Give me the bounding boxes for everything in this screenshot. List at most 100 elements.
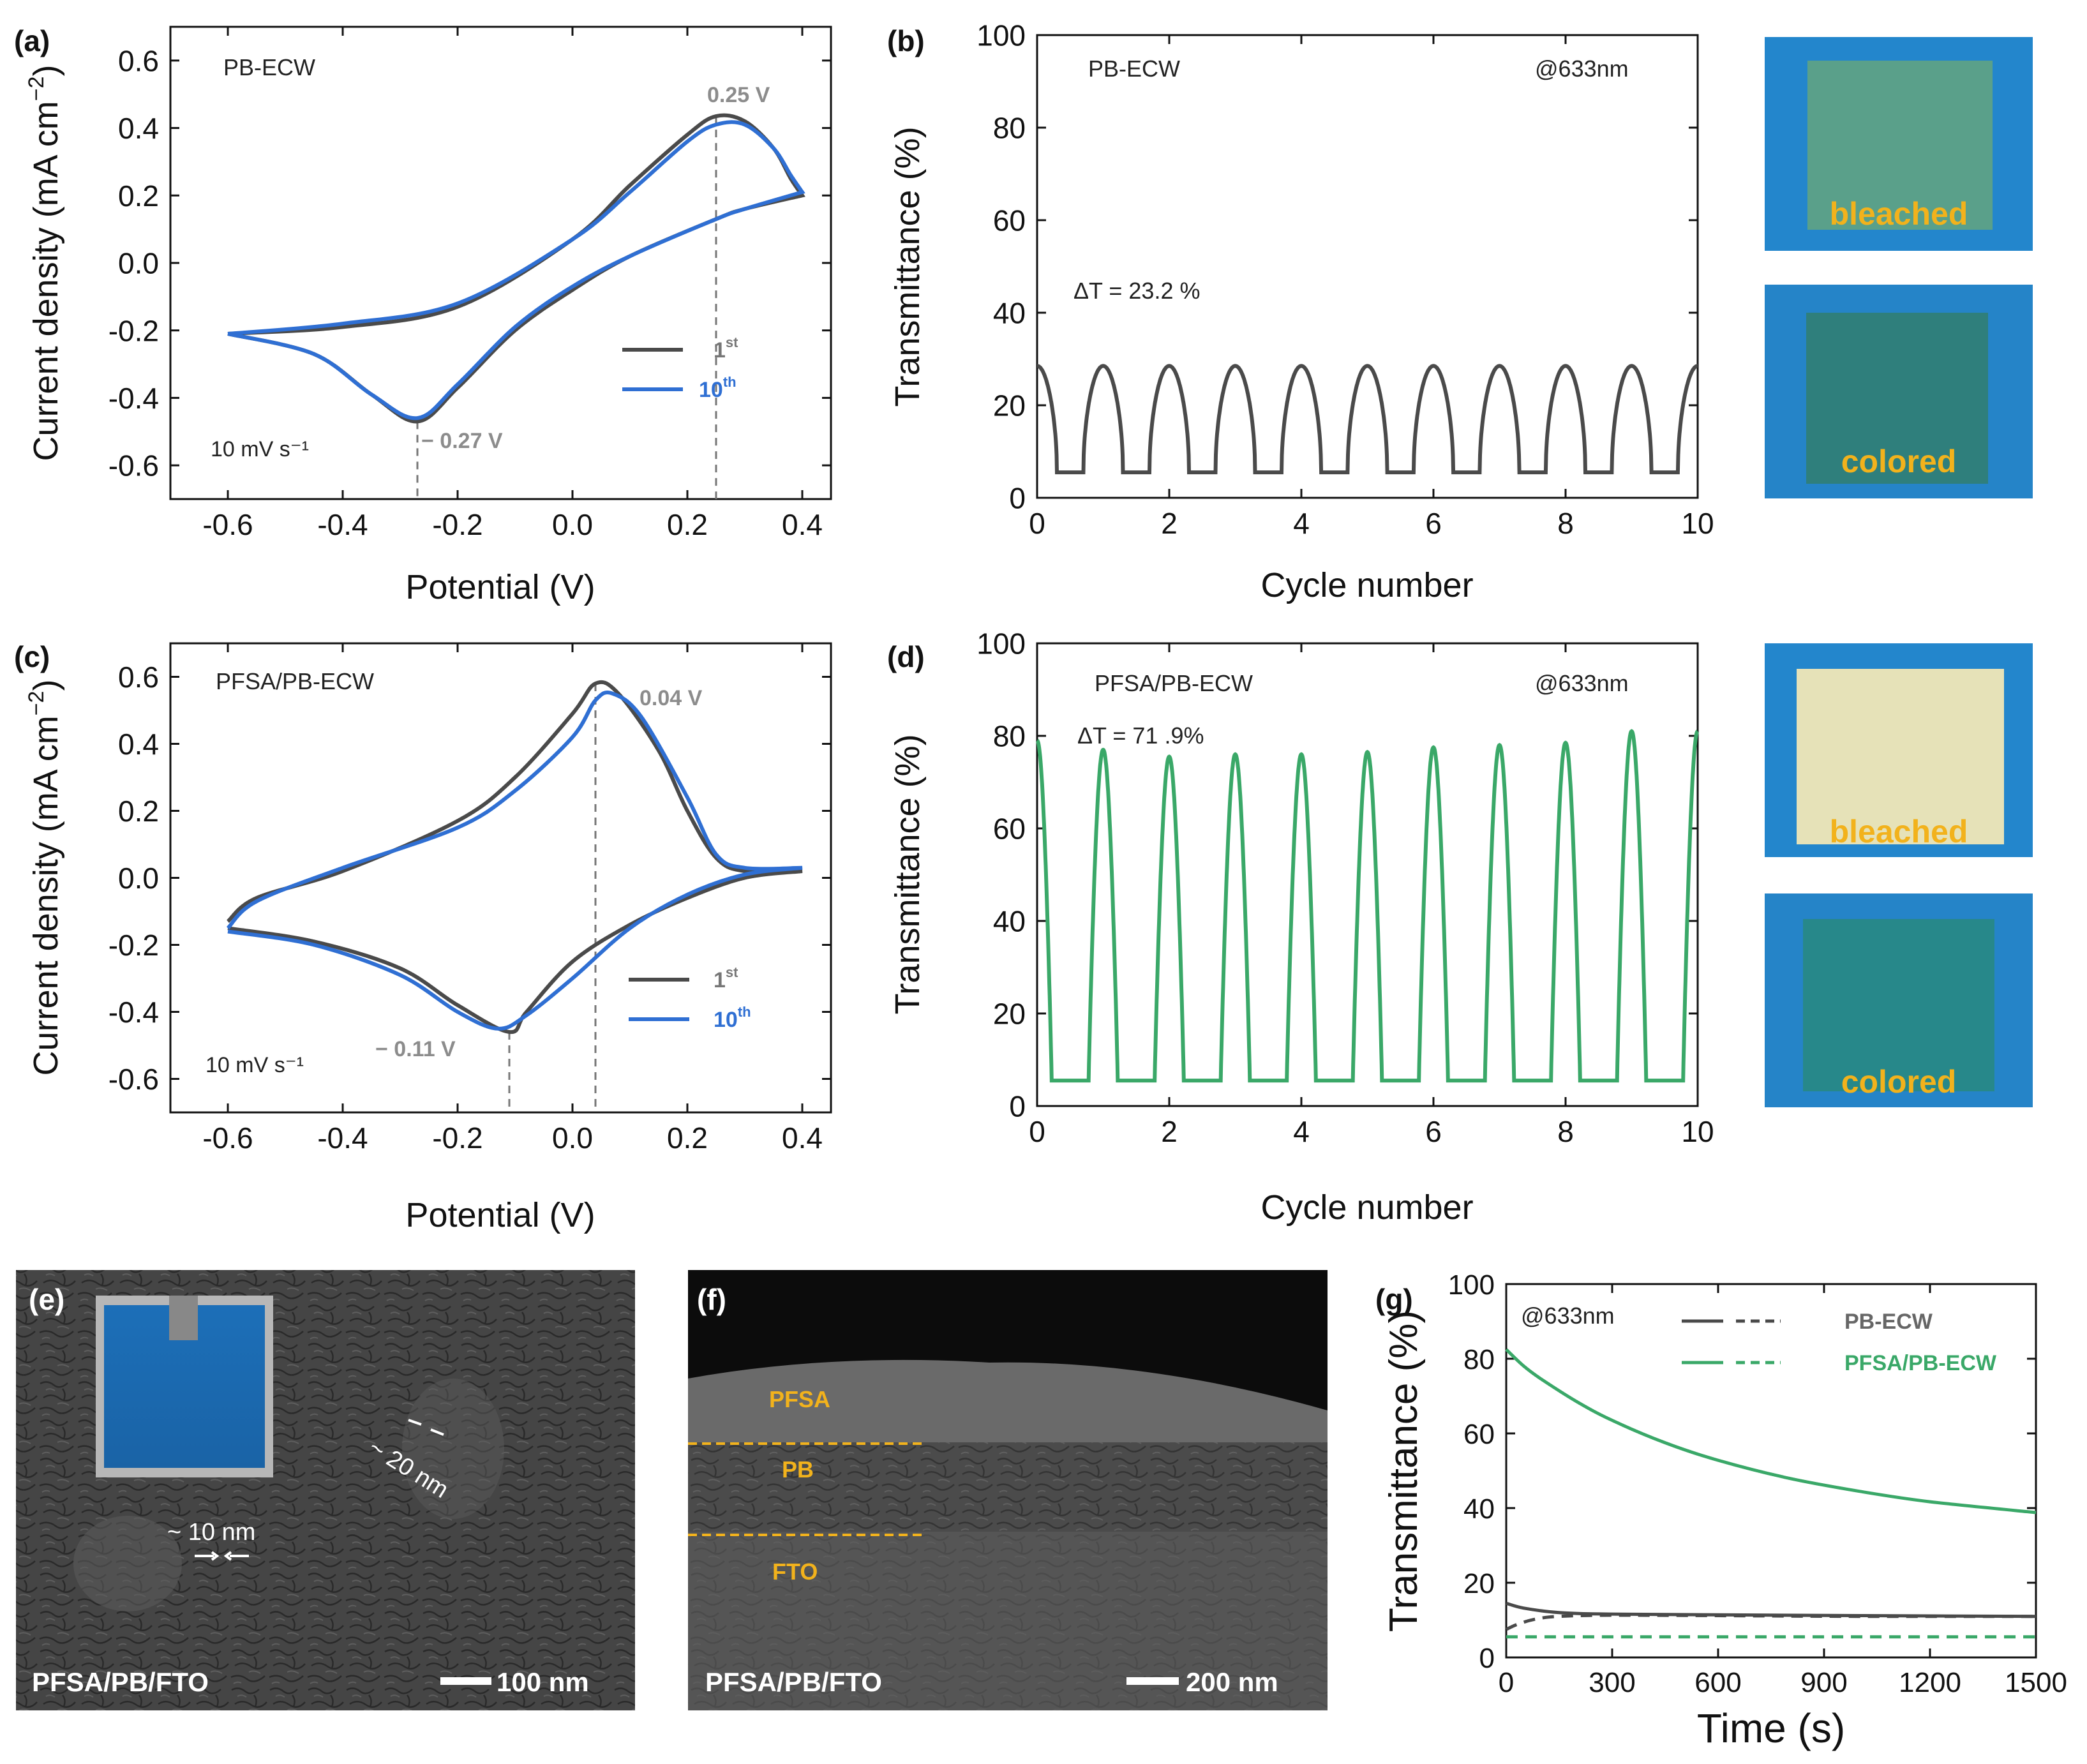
photo-colored-b: colored [1765,285,2033,498]
panel-label-g: (g) [1375,1283,1413,1316]
y-tick-label: 0.6 [118,44,159,77]
x-tick-label: 0.4 [782,508,823,541]
delta-t-label-b: ΔT = 23.2 % [1073,278,1201,304]
x-tick-label: 600 [1694,1667,1741,1698]
plot-frame-g [1505,1283,2037,1659]
x-tick-label: -0.6 [202,508,253,541]
y-tick-label: 60 [1463,1419,1495,1450]
x-tick-label: -0.4 [317,508,368,541]
scan-rate-c: 10 mV s⁻¹ [206,1053,304,1077]
y-tick-label: 100 [976,627,1026,661]
inset-photo-clip-e [169,1296,198,1340]
panel-label-d: (d) [887,640,925,673]
x-tick-label: 0 [1029,1115,1045,1148]
y-tick-label: 0 [1009,482,1026,515]
x-tick-label: 10 [1681,507,1714,540]
y-axis-title-a: Current density (mA cm−2) [24,65,65,461]
y-axis-title-d: Transmittance (%) [888,734,927,1014]
y-tick-label: 0.6 [118,661,159,694]
photo-label-colored-d: colored [1841,1064,1957,1100]
axis-ticks-a [170,27,831,499]
x-tick-label: 1200 [1899,1667,1961,1698]
y-tick-label: 100 [1448,1269,1495,1301]
y-tick-labels-d: 0 20 40 60 80 100 [976,627,1026,1123]
x-tick-label: 300 [1589,1667,1635,1698]
photo-bleached-d: bleached [1765,643,2033,857]
y-tick-label: -0.4 [108,382,159,415]
cv-curve-10th-c [226,690,803,1031]
axis-ticks-g [1505,1283,2037,1659]
y-tick-label: 80 [993,112,1026,145]
cathodic-peak-label-c: − 0.11 V [375,1037,456,1061]
panel-label-f: (f) [697,1283,726,1316]
y-tick-label: -0.4 [108,996,159,1029]
wavelength-label-b: @633nm [1535,56,1629,82]
panel-g: (g) 0 20 40 60 80 100 0 300 600 900 1200 1500 @633… [1375,1269,2067,1751]
y-tick-label: 20 [1463,1568,1495,1599]
sample-title-b: PB-ECW [1088,56,1180,82]
scan-rate-a: 10 mV s⁻¹ [211,437,309,461]
panel-f-sem-image: (f) PFSA PB FTO PFSA/PB/FTO 200 nm [688,1270,1328,1710]
y-tick-labels-b: 0 20 40 60 80 100 [976,19,1026,515]
x-tick-label: 900 [1800,1667,1847,1698]
y-tick-label: 80 [1463,1344,1495,1375]
x-tick-label: 0 [1499,1667,1514,1698]
y-tick-label: 0 [1479,1643,1495,1674]
decay-curve-pb-dashed [1505,1613,2037,1631]
x-tick-label: 1500 [2005,1667,2067,1698]
x-tick-label: 8 [1557,1115,1574,1148]
x-tick-labels-d: 0 2 4 6 8 10 [1029,1115,1714,1148]
transmittance-cycling-curve-b [1036,364,1698,475]
y-tick-label: 60 [993,204,1026,237]
x-tick-label: 4 [1293,1115,1310,1148]
y-tick-label: 60 [993,812,1026,846]
panel-e-sem-image: (e) ~ 20 nm ~ 10 nm PFSA/PB/FTO 100 nm [16,1270,635,1710]
y-tick-label: 0.0 [118,247,159,280]
x-axis-title-a: Potential (V) [405,568,595,606]
x-tick-labels-c: -0.6 -0.4 -0.2 0.0 0.2 0.4 [202,1121,823,1155]
cv-curve-1st-c [226,680,803,1035]
axis-ticks-b [1036,34,1699,499]
y-tick-label: 0.4 [118,728,159,761]
x-tick-label: 8 [1557,507,1574,540]
peak-guide-lines-a [416,116,717,499]
plot-frame-d [1036,642,1699,1107]
anodic-peak-label-c: 0.04 V [640,686,703,710]
scale-bar-f [1126,1677,1179,1685]
y-tick-label: 0.2 [118,795,159,828]
legend-label-10th-a: 10th [699,374,737,402]
x-tick-label: -0.6 [202,1121,253,1155]
transmittance-cycling-curve-d [1035,729,1700,1083]
x-axis-title-d: Cycle number [1260,1188,1473,1227]
sample-title-c: PFSA/PB-ECW [216,668,374,694]
sample-title-d: PFSA/PB-ECW [1095,670,1253,696]
legend-label-pfsa: PFSA/PB-ECW [1844,1351,1997,1375]
x-tick-label: 0.0 [552,508,593,541]
y-tick-label: -0.6 [108,449,159,482]
legend-label-1st-c: 1st [714,964,738,992]
y-tick-labels-g: 0 20 40 60 80 100 [1448,1269,1495,1674]
panel-c: (c) -0.6-0.4-0.20.00.20.40.6 -0.6 -0.4 -0.… [14,640,832,1234]
x-tick-label: 2 [1161,1115,1178,1148]
x-tick-label: 0 [1029,507,1045,540]
panel-d: (d) 0 20 40 60 80 100 0 2 4 6 8 10 PFSA/PB-ECW @63… [887,627,1714,1227]
feature-size-label-10nm: ~ 10 nm [167,1519,255,1546]
photo-label-bleached-b: bleached [1830,196,1968,232]
layer-label-pb: PB [782,1456,814,1483]
peak-guide-lines-c [508,684,597,1112]
legend-label-1st-a: 1st [714,334,738,363]
x-tick-label: -0.4 [317,1121,368,1155]
cv-curve-10th-a [227,120,805,421]
y-tick-label: -0.6 [108,1063,159,1096]
x-tick-label: 6 [1425,507,1442,540]
scale-bar-label-e: 100 nm [497,1667,589,1697]
x-tick-labels-a: -0.6 -0.4 -0.2 0.0 0.2 0.4 [202,508,823,541]
panel-label-a: (a) [14,24,50,57]
legend-label-pb: PB-ECW [1844,1310,1933,1334]
scale-bar-e [440,1677,491,1685]
y-tick-labels-a: -0.6 -0.4 -0.2 0.0 0.2 0.4 0.6 [108,44,159,482]
y-axis-title-c: Current density (mA cm−2) [24,680,65,1076]
x-tick-label: 0.0 [552,1121,593,1155]
x-tick-label: 2 [1161,507,1178,540]
